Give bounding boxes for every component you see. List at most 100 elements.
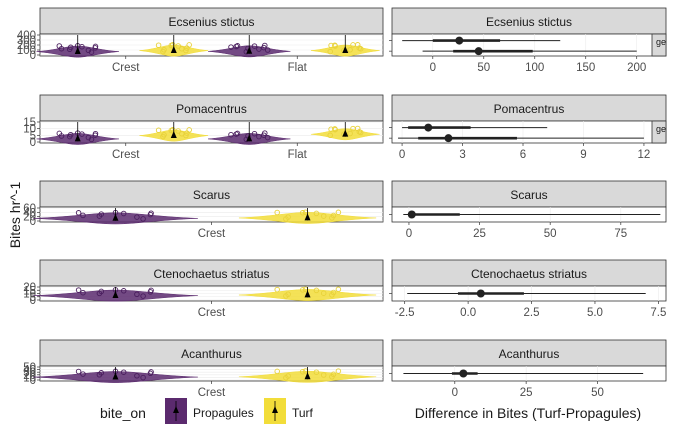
jitter-point: [169, 42, 176, 48]
jitter-point: [96, 290, 103, 297]
facet-strip: [391, 180, 667, 208]
jitter-point: [332, 43, 338, 49]
jitter-point: [160, 48, 166, 55]
x-tick-label: -2.5: [395, 307, 415, 319]
plot-panel: [39, 120, 384, 144]
facet-title: Ctenochaetus striatus: [153, 267, 269, 281]
y-tick-label: 5: [30, 130, 36, 142]
point-estimate: [476, 289, 485, 298]
jitter-point: [328, 126, 334, 132]
y-tick-label: 0: [30, 216, 36, 228]
jitter-point: [233, 131, 240, 137]
x-tick-label: Crest: [198, 307, 226, 319]
jitter-point: [58, 45, 65, 52]
jitter-point: [332, 126, 338, 133]
jitter-point: [140, 374, 146, 381]
jitter-point: [160, 133, 166, 140]
jitter-point: [347, 130, 353, 137]
x-tick-label: 25: [520, 387, 533, 399]
jitter-point: [175, 128, 181, 134]
facet-side-label: ge: [656, 37, 666, 47]
jitter-point: [264, 134, 271, 141]
jitter-point: [274, 368, 280, 375]
jitter-point: [80, 371, 86, 377]
x-tick-label: 0: [452, 387, 458, 399]
median-marker: [112, 213, 119, 221]
x-tick-label: Crest: [112, 62, 140, 74]
jitter-point: [92, 43, 99, 50]
jitter-point: [335, 368, 342, 374]
legend: bite_on Propagules Turf: [100, 398, 314, 424]
x-tick-label: 150: [576, 62, 595, 74]
jitter-point: [80, 289, 86, 296]
y-tick-label: 0: [30, 375, 36, 387]
jitter-point: [179, 46, 185, 52]
jitter-point: [148, 210, 154, 216]
jitter-point: [134, 214, 140, 220]
jitter-point: [256, 46, 262, 52]
jitter-point: [186, 127, 192, 133]
jitter-point: [283, 293, 289, 299]
median-marker: [74, 47, 81, 54]
facet-title: Pomacentrus: [176, 102, 247, 116]
y-tick-label: 300: [17, 35, 36, 47]
jitter-point: [251, 43, 258, 49]
x-tick-label: 6: [520, 149, 526, 161]
x-tick-label: Crest: [112, 149, 140, 161]
jitter-point: [148, 287, 154, 294]
facet-side-label: ge: [656, 124, 666, 134]
jitter-point: [320, 290, 327, 296]
jitter-point: [313, 210, 320, 217]
facet-strip: [39, 94, 384, 122]
jitter-point: [155, 127, 162, 133]
jitter-point: [75, 210, 82, 216]
legend-key-propagules-marker: [173, 406, 179, 413]
jitter-point: [96, 372, 103, 378]
y-tick-label: 30: [23, 367, 36, 379]
jitter-point: [354, 42, 361, 48]
y-tick-label: 15: [23, 117, 36, 129]
jitter-point: [79, 43, 85, 50]
plot-panel: [391, 120, 667, 144]
jitter-point: [140, 216, 146, 222]
jitter-point: [134, 291, 140, 298]
y-tick-label: 15: [23, 285, 36, 297]
x-tick-label: Flat: [288, 62, 308, 74]
jitter-point: [264, 47, 271, 53]
legend-label-propagules: Propagules: [193, 406, 254, 420]
jitter-point: [329, 292, 335, 298]
x-tick-label: Crest: [198, 228, 226, 240]
x-axis-label-right: Difference in Bites (Turf-Propagules): [415, 405, 641, 421]
y-tick-label: 10: [23, 289, 36, 301]
y-tick-label: 5: [30, 292, 36, 304]
jitter-point: [58, 133, 65, 139]
jitter-point: [335, 286, 342, 293]
x-tick-label: 50: [544, 228, 557, 240]
x-tick-label: 3: [459, 149, 465, 161]
median-marker: [304, 213, 311, 221]
jitter-point: [175, 43, 181, 49]
jitter-point: [274, 209, 280, 216]
point-estimate: [444, 134, 453, 143]
legend-title: bite_on: [100, 405, 146, 421]
jitter-point: [120, 288, 127, 294]
median-marker: [112, 291, 119, 299]
jitter-point: [320, 213, 327, 219]
plot-panel: [391, 33, 667, 57]
point-estimate: [455, 36, 464, 45]
jitter-point: [66, 46, 73, 53]
jitter-point: [274, 286, 280, 293]
median-marker: [246, 134, 253, 142]
jitter-point: [347, 47, 353, 53]
jitter-point: [327, 132, 333, 139]
jitter-point: [299, 287, 306, 293]
legend-key-turf-marker: [272, 406, 278, 413]
x-tick-label: 75: [614, 228, 627, 240]
forest-panel-3: Ctenochaetus striatus -2.5 0.0 2.5 5.0 7.5: [389, 259, 667, 319]
forest-panel-0: Ecsenius stictus ge 0 50 100 150 200: [389, 7, 667, 74]
point-estimate: [407, 210, 416, 219]
jitter-point: [96, 213, 103, 219]
point-estimate: [474, 47, 483, 56]
facet-title: Acanthurus: [181, 347, 242, 361]
